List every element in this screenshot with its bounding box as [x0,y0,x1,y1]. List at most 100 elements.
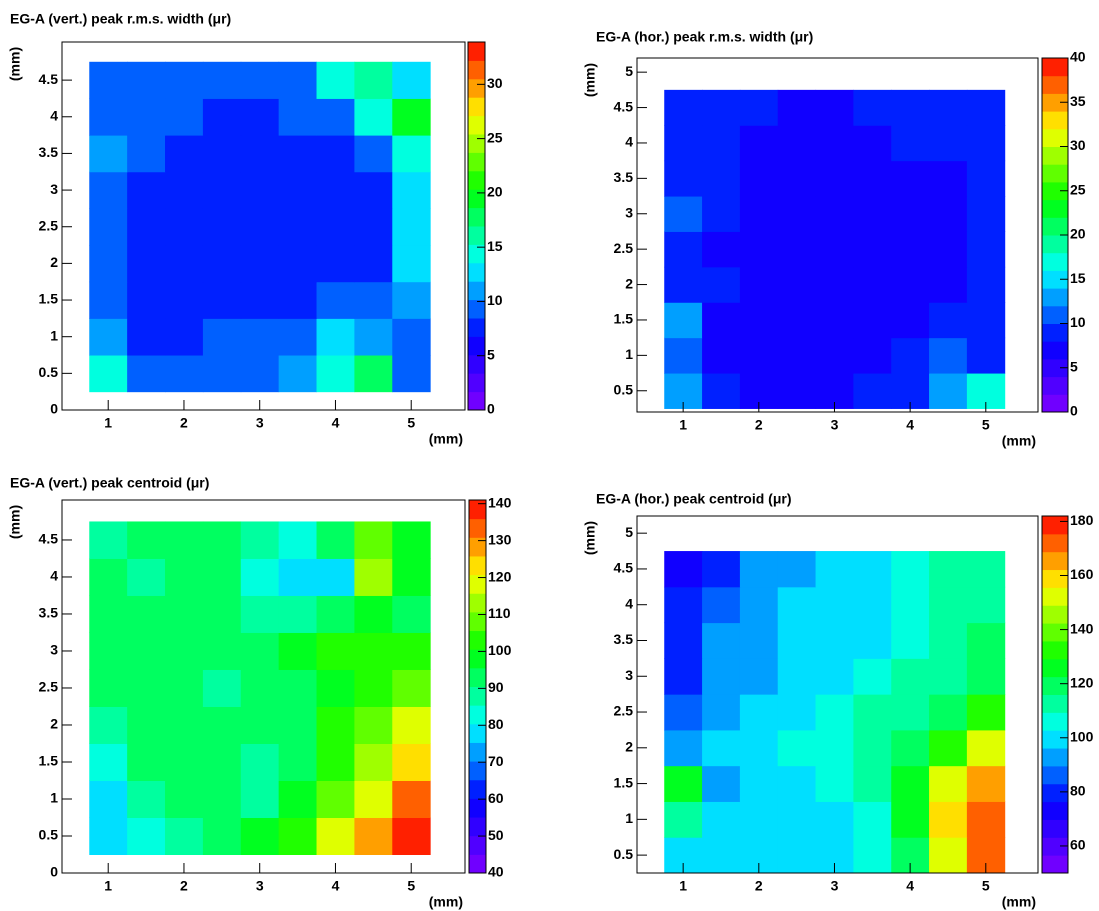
colorbar-band [468,207,485,227]
colorbar-band [1042,765,1068,785]
heatmap-cell [777,266,817,303]
heatmap-cell [966,337,1006,374]
heatmap-cell [202,135,242,173]
heatmap-cell [739,586,779,624]
colorbar-band [1042,819,1068,838]
heatmap-cell [891,622,930,659]
y-tick-label: 4.5 [614,560,634,576]
heatmap-cell [664,302,703,339]
heatmap-cell [777,551,817,588]
heatmap-cell [89,98,128,136]
heatmap-cell [89,780,128,818]
heatmap-cell [278,245,318,283]
heatmap-cell [815,125,854,162]
y-tick-label: 2 [625,275,633,291]
heatmap-cell [853,658,892,695]
heatmap-cell [966,89,1006,126]
heatmap-cell [891,586,930,624]
colorbar-tick-label: 180 [1070,512,1094,528]
colorbar-band [1042,623,1068,642]
colorbar-tick-label: 10 [487,292,503,308]
y-tick-label: 3.5 [614,631,634,647]
colorbar-tick-label: 60 [488,790,504,806]
colorbar-tick-label: 10 [1070,314,1086,330]
colorbar-band [1042,712,1068,731]
heatmap-cell [127,706,166,744]
colorbar-band [1042,748,1068,767]
heatmap-cell [777,125,817,162]
colorbar-tick-label: 30 [1070,137,1086,153]
heatmap-cell [127,318,166,356]
heatmap-cell [278,318,318,356]
y-tick-label: 1.5 [614,311,634,327]
heatmap-cell [278,98,318,136]
colorbar-band [469,854,486,874]
heatmap-cell [739,729,779,767]
heatmap-cell [891,765,930,802]
heatmap-cell [316,61,355,99]
colorbar-band [468,78,485,98]
heatmap-cell [853,302,892,339]
colorbar-tick-label: 25 [1070,181,1086,197]
y-tick-label: 2.5 [614,240,634,256]
colorbar-band [469,593,486,613]
heatmap-cell [89,743,128,781]
heatmap-cell [853,586,892,624]
colorbar-band [469,555,486,576]
heatmap-cell [240,521,280,559]
colorbar-tick-label: 60 [1070,837,1086,853]
x-tick-label: 5 [407,415,415,431]
colorbar-tick-label: 120 [1070,674,1094,690]
heatmap-cell [891,658,930,695]
x-axis-label: (mm) [1002,894,1036,910]
heatmap-cell [739,302,779,339]
heatmap-cell [354,61,393,99]
heatmap-cell [392,98,431,136]
heatmap-cell [739,337,779,374]
colorbar-tick-label: 110 [488,605,511,621]
y-tick-label: 1 [625,810,633,826]
heatmap-cell [853,160,892,197]
heatmap-cell [202,780,242,818]
chart-title: EG-A (vert.) peak centroid (μr) [10,475,209,491]
heatmap-cell [165,98,204,136]
heatmap-cell [354,318,393,356]
heatmap-cell [777,801,817,838]
heatmap-cell [240,171,280,209]
heatmap-cell [929,373,968,409]
heatmap-cell [853,337,892,374]
heatmap-cell [202,355,242,393]
heatmap-cell [664,266,703,303]
colorbar-band [469,761,486,781]
colorbar-tick-label: 5 [487,346,495,362]
heatmap-cell [664,125,703,162]
colorbar-band [468,354,485,374]
heatmap-cell [202,817,242,855]
heatmap-cell [392,318,431,356]
colorbar-band [468,152,485,172]
colorbar-band [1042,855,1068,874]
heatmap-cell [89,595,128,633]
colorbar-band [469,686,486,706]
heatmap-cell [278,61,318,99]
heatmap-cell [89,355,128,393]
x-tick-label: 3 [256,878,264,894]
y-tick-label: 5 [625,63,633,79]
heatmap-cell [316,521,355,559]
colorbar-tick-label: 70 [488,753,504,769]
y-tick-label: 3.5 [39,144,59,160]
colorbar-band [468,170,485,190]
heatmap-cell [664,729,703,767]
colorbar-tick-label: 100 [1070,728,1094,744]
heatmap-cell [815,266,854,303]
heatmap-cell [739,765,779,802]
colorbar-tick-label: 35 [1070,93,1086,109]
colorbar-band [469,798,486,818]
plot-frame [61,499,466,874]
heatmap-cell [202,521,242,559]
heatmap-cell [966,125,1006,162]
heatmap-cell [777,337,817,374]
colorbar-band [468,281,485,301]
heatmap-cell [240,595,280,633]
